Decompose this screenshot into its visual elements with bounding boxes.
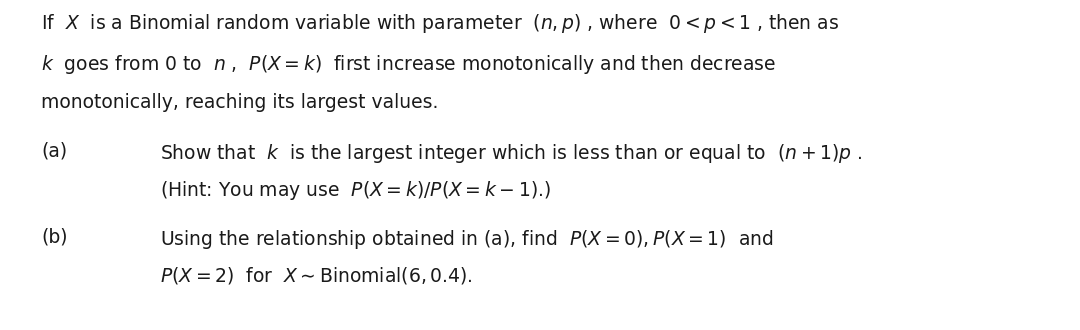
Text: (Hint: You may use  $P(X = k)$/$P(X = k-1)$.): (Hint: You may use $P(X = k)$/$P(X = k-1… bbox=[160, 179, 551, 202]
Text: (b): (b) bbox=[41, 228, 68, 247]
Text: (a): (a) bbox=[41, 142, 67, 161]
Text: Show that  $k$  is the largest integer which is less than or equal to  $(n+1)p$ : Show that $k$ is the largest integer whi… bbox=[160, 142, 862, 165]
Text: If  $X$  is a Binomial random variable with parameter  $(n, p)$ , where  $0 < p : If $X$ is a Binomial random variable wit… bbox=[41, 12, 839, 35]
Text: monotonically, reaching its largest values.: monotonically, reaching its largest valu… bbox=[41, 93, 438, 113]
Text: Using the relationship obtained in (a), find  $P(X = 0), P(X = 1)$  and: Using the relationship obtained in (a), … bbox=[160, 228, 773, 251]
Text: $k$  goes from 0 to  $n$ ,  $P(X = k)$  first increase monotonically and then de: $k$ goes from 0 to $n$ , $P(X = k)$ firs… bbox=[41, 53, 777, 76]
Text: $P(X = 2)$  for  $X \sim \mathrm{Binomial}(6, 0.4)$.: $P(X = 2)$ for $X \sim \mathrm{Binomial}… bbox=[160, 265, 473, 286]
